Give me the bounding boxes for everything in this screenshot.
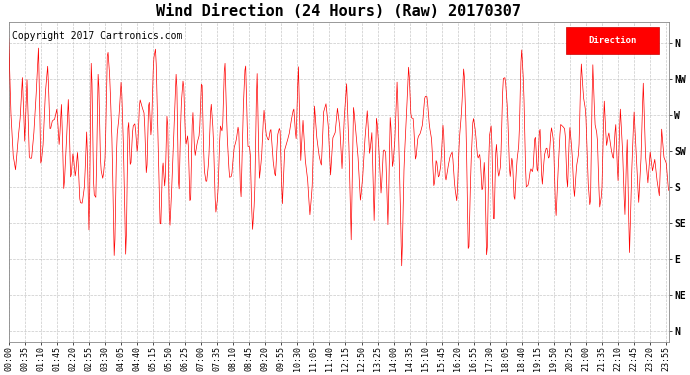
Text: Copyright 2017 Cartronics.com: Copyright 2017 Cartronics.com xyxy=(12,32,182,41)
FancyBboxPatch shape xyxy=(566,27,659,54)
Title: Wind Direction (24 Hours) (Raw) 20170307: Wind Direction (24 Hours) (Raw) 20170307 xyxy=(156,4,521,19)
Text: Direction: Direction xyxy=(589,36,637,45)
